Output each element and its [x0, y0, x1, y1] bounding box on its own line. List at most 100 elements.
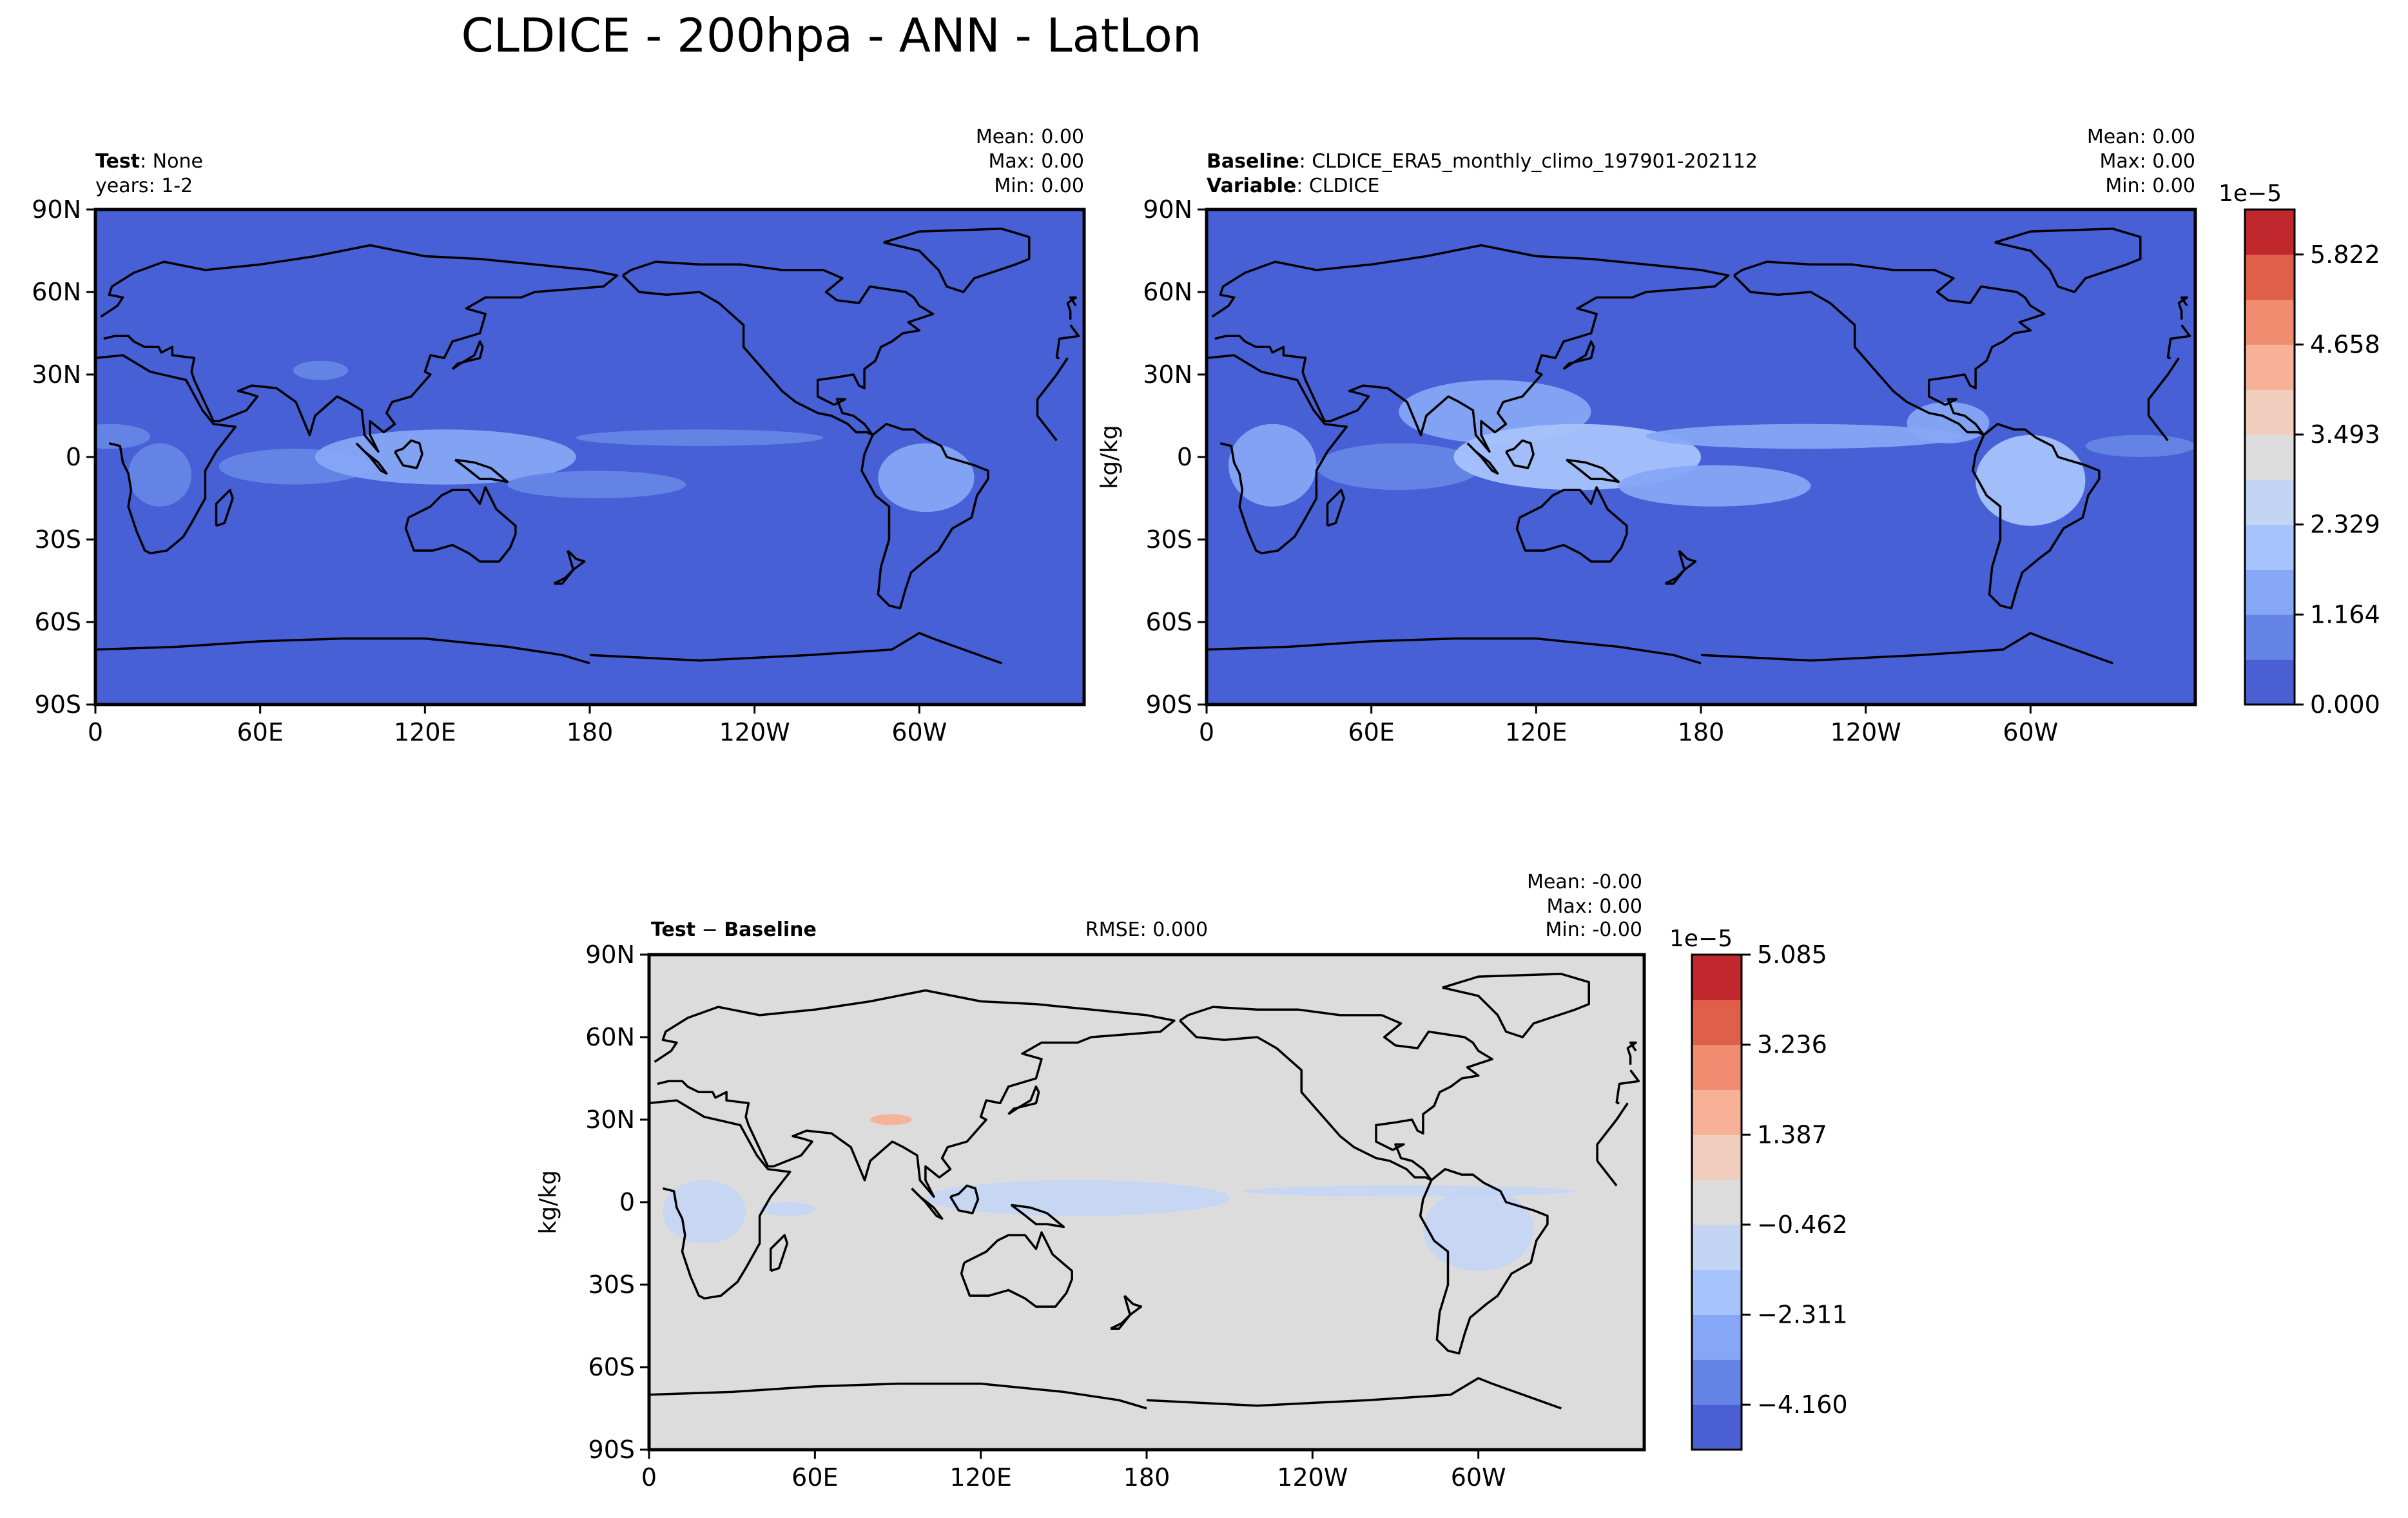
coastline-3: [1179, 1006, 1493, 1182]
coastline-14: [1664, 569, 1686, 585]
x-tick-label: 120W: [1277, 1463, 1348, 1492]
y-tick-label: 90S: [35, 690, 81, 719]
svg-text:Baseline: CLDICE_ERA5_monthly_: Baseline: CLDICE_ERA5_monthly_climo_1979…: [1207, 150, 1758, 173]
coastline-6: [355, 442, 388, 475]
main-colorbar-exponent: 1e−5: [2219, 180, 2282, 207]
colorbar-bin: [2245, 299, 2295, 345]
coastline-14: [1110, 1314, 1132, 1330]
y-tick-label: 0: [1177, 443, 1192, 471]
coastline-3: [1733, 260, 2046, 436]
field-pacific-deficit: [1243, 1185, 1575, 1197]
colorbar-bin: [1692, 955, 1742, 1000]
y-tick-label: 90N: [585, 940, 635, 969]
colorbar-bin: [1692, 1359, 1742, 1405]
x-tick-label: 180: [1123, 1463, 1170, 1492]
coastline-14: [553, 569, 575, 585]
x-tick-label: 60E: [1348, 718, 1394, 746]
test-years: years: 1-2: [95, 175, 193, 197]
field-amazon: [1976, 434, 2086, 526]
coastline-12: [649, 1377, 1562, 1410]
baseline-header-label: Baseline: [1207, 150, 1299, 173]
coastline-8: [1010, 1203, 1065, 1229]
coastline-6: [911, 1187, 944, 1220]
test-stat-min: Min: 0.00: [994, 175, 1084, 197]
colorbar-bin: [1692, 1405, 1742, 1450]
colorbar-bin: [1692, 1044, 1742, 1090]
y-tick-label: 30S: [588, 1270, 635, 1299]
colorbar-bin: [1692, 1180, 1742, 1225]
colorbar-tick-label: 1.164: [2310, 600, 2380, 628]
colorbar-bin: [2245, 209, 2295, 255]
test-header-label: Test: [95, 150, 140, 173]
diff-stat-mean: Mean: -0.00: [1527, 871, 1642, 893]
panel-difference: Test − Baseline RMSE: 0.000 Mean: -0.00 …: [535, 871, 1646, 1492]
y-tick-label: 30N: [1143, 360, 1192, 389]
field-africa-convection: [1228, 423, 1317, 507]
x-tick-label: 0: [88, 718, 103, 746]
x-tick-label: 180: [1678, 718, 1725, 746]
colorbar-tick-label: 1.387: [1757, 1120, 1827, 1149]
diff-stat-max: Max: 0.00: [1547, 895, 1642, 918]
coastline-1: [654, 989, 1640, 1198]
diff-header-test: Test: [651, 919, 695, 941]
coastline-11: [1326, 489, 1345, 527]
colorbar-bin: [2245, 524, 2295, 570]
colorbar-bin: [2245, 434, 2295, 480]
coastline-11: [215, 489, 234, 527]
diff-header-minus: −: [695, 919, 724, 941]
colorbar-bin: [2245, 389, 2295, 435]
field-tibet-excess: [870, 1114, 912, 1125]
colorbar-tick-label: 0.000: [2310, 690, 2380, 719]
diff-rmse: RMSE: 0.000: [1085, 919, 1208, 941]
coastline-5: [883, 228, 1031, 293]
colorbar-bin: [1692, 999, 1742, 1046]
y-tick-label: 0: [66, 443, 81, 471]
coastline-5: [1442, 973, 1590, 1038]
baseline-ylabel: kg/kg: [1096, 425, 1123, 489]
colorbar-bin: [1692, 1314, 1742, 1360]
diff-colorbar-frame: [1691, 953, 1743, 1451]
coastline-13: [1678, 549, 1697, 571]
x-tick-label: 180: [567, 718, 614, 746]
x-tick-label: 60W: [2003, 718, 2058, 746]
colorbar-bin: [2245, 659, 2295, 705]
x-tick-label: 0: [641, 1463, 657, 1492]
main-colorbar-ticks: 0.000 1.164 2.329 3.493 4.658 5.822: [2295, 240, 2380, 719]
coastline-2: [404, 486, 517, 563]
coastline-12: [95, 632, 1002, 665]
colorbar-tick-label: 5.822: [2310, 240, 2380, 269]
diff-colorbar-ticks: −4.160 −2.311 −0.462 1.387 3.236 5.085: [1742, 940, 1848, 1419]
coastline-1: [100, 244, 1080, 453]
y-tick-label: 90S: [1146, 690, 1192, 719]
coastline-0: [649, 1099, 1629, 1300]
diff-stat-min: Min: -0.00: [1546, 919, 1643, 941]
y-tick-label: 90S: [588, 1435, 635, 1464]
coastline-10: [451, 340, 484, 370]
x-tick-label: 60E: [237, 718, 283, 746]
y-tick-label: 60S: [1146, 608, 1192, 636]
diff-map: [649, 955, 1644, 1450]
baseline-map: [1207, 209, 2195, 705]
baseline-header-value: : CLDICE_ERA5_monthly_climo_197901-20211…: [1299, 150, 1758, 173]
field-indian-deficit: [759, 1202, 815, 1216]
coastline-10: [1562, 340, 1595, 370]
test-axes: 0 60E 120E 180 120W 60W 90N 60N 30N 0 30S 60S 90S: [32, 195, 947, 746]
colorbar-bin: [1692, 1089, 1742, 1135]
svg-text:Test − Baseline: Test − Baseline: [651, 919, 817, 941]
figure-title: CLDICE - 200hpa - ANN - LatLon: [461, 8, 1202, 63]
x-tick-label: 60E: [791, 1463, 838, 1492]
y-tick-label: 60N: [585, 1023, 635, 1051]
diff-colorbar-bins: [1692, 955, 1742, 1450]
field-pacific-itcz: [576, 429, 824, 446]
diff-ylabel: kg/kg: [535, 1170, 561, 1234]
colorbar-bin: [2245, 569, 2295, 615]
colorbar-tick-label: −0.462: [1757, 1211, 1848, 1239]
coastline-4: [1972, 423, 2101, 610]
x-tick-label: 0: [1199, 718, 1214, 746]
coastline-0: [1207, 354, 2180, 555]
colorbar-tick-label: 3.493: [2310, 420, 2380, 449]
baseline-stat-max: Max: 0.00: [2100, 150, 2195, 173]
colorbar-tick-label: 5.085: [1757, 940, 1827, 969]
field-africa-convection: [128, 443, 192, 507]
diff-colorbar: 1e−5 −4.160 −2.311 −0.462 1.387 3.236 5.085: [1669, 926, 1848, 1451]
